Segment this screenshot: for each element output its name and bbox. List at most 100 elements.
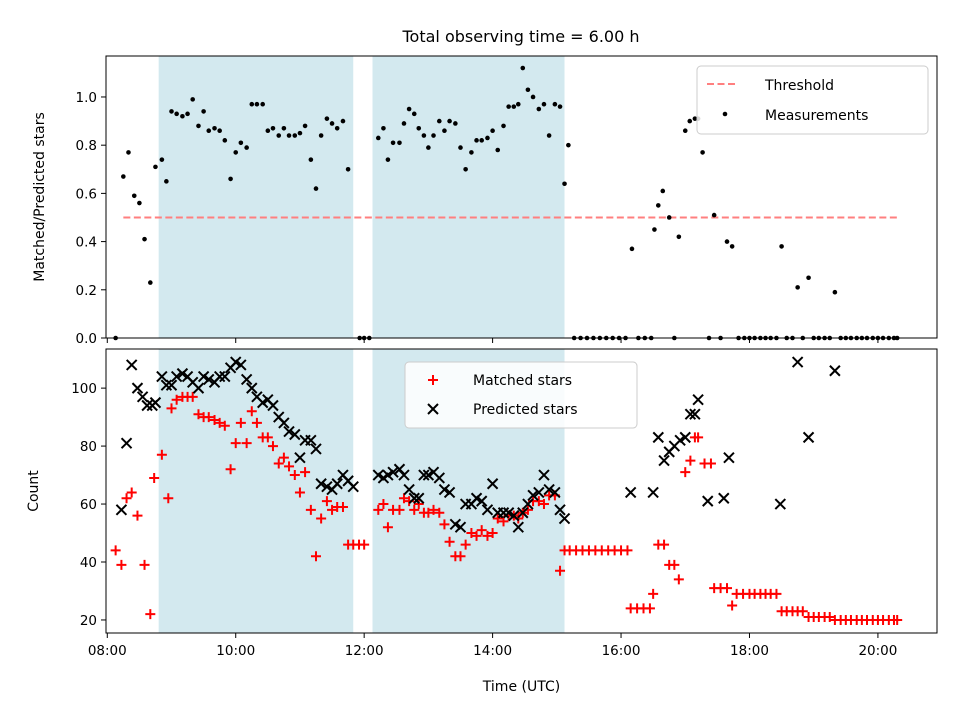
- axes-frame: [105, 348, 938, 634]
- measurement-point: [711, 212, 717, 218]
- predicted-point: [219, 370, 231, 383]
- legend-threshold-label: Threshold: [764, 78, 834, 94]
- measurement-point: [447, 118, 452, 124]
- x-tick-label: 08:00: [88, 643, 127, 659]
- measurement-point: [832, 289, 838, 295]
- legend-matched-label: Matched stars: [473, 373, 572, 389]
- legend-predicted-label: Predicted stars: [473, 402, 578, 418]
- measurement-point: [458, 145, 463, 150]
- predicted-point: [115, 504, 128, 516]
- legend: Threshold Measurements: [696, 65, 929, 135]
- measurement-point: [126, 150, 131, 155]
- matched-point: [659, 539, 670, 550]
- predicted-point: [136, 391, 149, 403]
- matched-point: [310, 551, 321, 562]
- matched-point: [413, 499, 424, 510]
- matched-point: [476, 525, 487, 536]
- matched-point: [434, 507, 445, 518]
- predicted-point: [310, 443, 322, 455]
- matched-point: [824, 612, 835, 623]
- chart-title: Total observing time = 6.00 h: [401, 27, 639, 46]
- x-tick-label: 14:00: [473, 643, 512, 659]
- y-tick-label: 0.4: [76, 235, 97, 251]
- measurement-point: [495, 147, 501, 153]
- predicted-point: [543, 483, 555, 496]
- matched-point: [648, 588, 659, 599]
- x-tick-label: 18:00: [730, 643, 769, 659]
- measurement-point: [302, 123, 308, 129]
- matched-point: [132, 510, 143, 521]
- measurement-point: [416, 126, 422, 131]
- predicted-point: [508, 509, 520, 522]
- legend: Matched stars Predicted stars: [404, 361, 638, 429]
- measurement-point: [406, 106, 412, 112]
- matched-point: [327, 504, 338, 515]
- matched-point: [235, 417, 246, 428]
- matched-point: [316, 513, 327, 524]
- predicted-point: [418, 469, 430, 481]
- measurement-point: [265, 128, 271, 134]
- matched-point: [149, 472, 160, 483]
- predicted-point: [522, 498, 534, 510]
- matched-point: [533, 496, 544, 507]
- predicted-point: [283, 425, 295, 438]
- matched-point: [428, 504, 439, 515]
- measurement-point: [340, 118, 346, 124]
- predicted-point: [679, 431, 691, 444]
- measurement-point: [562, 181, 567, 187]
- measurement-point: [190, 97, 195, 102]
- matched-point: [693, 432, 704, 443]
- x-tick-label: 16:00: [602, 643, 641, 659]
- measurement-point: [557, 104, 563, 109]
- measurement-point: [397, 140, 402, 146]
- predicted-point: [689, 408, 701, 420]
- measurement-point: [281, 126, 287, 131]
- predicted-point: [443, 486, 456, 499]
- x-axis-label: Time (UTC): [482, 679, 560, 695]
- predicted-point: [549, 486, 561, 499]
- y-tick-label: 60: [80, 497, 97, 513]
- measurement-point: [442, 128, 447, 134]
- matched-point: [705, 458, 716, 469]
- measurement-point: [174, 111, 179, 117]
- matched-point: [373, 504, 384, 515]
- predicted-point: [278, 417, 290, 429]
- predicted-point: [702, 495, 714, 507]
- matched-point: [126, 487, 137, 498]
- matched-point: [498, 516, 509, 527]
- predicted-point: [398, 469, 410, 481]
- predicted-point: [433, 472, 446, 484]
- predicted-point: [624, 486, 637, 499]
- measurement-point: [463, 166, 468, 172]
- predicted-point: [829, 365, 841, 377]
- matched-point: [267, 441, 278, 452]
- matched-point: [163, 493, 174, 504]
- measurement-point: [520, 65, 526, 71]
- matched-point: [492, 513, 503, 524]
- y-tick-label: 100: [71, 381, 97, 397]
- measurement-point: [121, 174, 126, 179]
- measurement-point: [131, 193, 137, 199]
- matched-point: [359, 539, 370, 550]
- measurement-point: [297, 130, 303, 136]
- matched-point: [294, 487, 305, 498]
- predicted-point: [294, 451, 306, 464]
- predicted-point: [160, 379, 173, 391]
- predicted-point: [652, 431, 664, 444]
- matched-point: [892, 614, 903, 625]
- matched-point: [166, 403, 177, 414]
- measurement-point: [692, 116, 698, 121]
- matched-point: [382, 522, 393, 533]
- predicted-point: [156, 370, 168, 383]
- predicted-point: [203, 373, 215, 386]
- predicted-point: [240, 373, 253, 386]
- matched-point: [289, 470, 300, 481]
- matched-point: [300, 467, 311, 478]
- matched-point: [156, 449, 167, 460]
- predicted-point: [149, 396, 162, 409]
- axes-frame: [105, 55, 938, 339]
- measurement-point: [185, 111, 190, 117]
- measurement-point: [525, 87, 531, 93]
- matched-point: [680, 467, 691, 478]
- predicted-point: [408, 492, 420, 504]
